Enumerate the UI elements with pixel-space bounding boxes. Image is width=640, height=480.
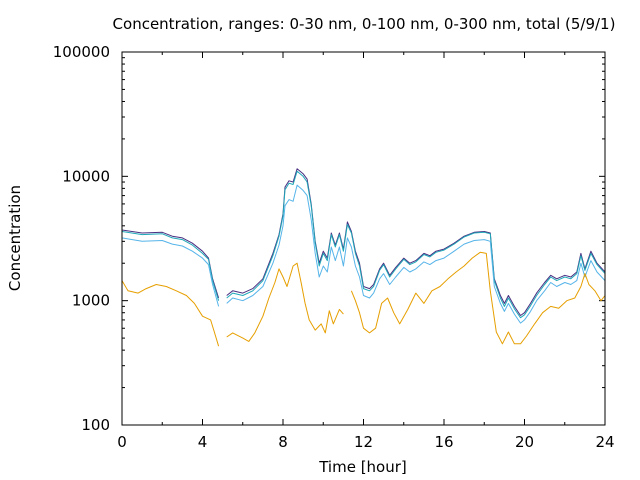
x-tick-label: 4: [198, 433, 208, 451]
y-tick-label: 1000: [72, 292, 110, 310]
series-line-3-segment-2: [350, 251, 606, 345]
x-tick-label: 24: [595, 433, 614, 451]
y-axis-label: Concentration: [6, 185, 24, 291]
x-tick-label: 20: [515, 433, 534, 451]
plot-frame: [121, 51, 606, 426]
series-line-2-segment-1: [226, 184, 606, 324]
series-line-1-segment-1: [226, 170, 606, 319]
y-tick-label: 100: [81, 416, 110, 434]
x-axis-label: Time [hour]: [318, 458, 407, 476]
chart-title: Concentration, ranges: 0-30 nm, 0-100 nm…: [113, 15, 616, 33]
y-tick-label: 10000: [62, 167, 110, 185]
series-group: [121, 168, 606, 347]
y-tick-label: 100000: [53, 43, 110, 61]
series-line-3-segment-0: [121, 280, 220, 347]
x-tick-label: 8: [278, 433, 288, 451]
series-line-1-segment-0: [121, 231, 220, 301]
x-tick-label: 16: [434, 433, 453, 451]
x-tick-label: 12: [354, 433, 373, 451]
x-tick-label: 0: [117, 433, 127, 451]
series-line-3-segment-1: [226, 262, 344, 342]
series-line-0-segment-1: [226, 168, 606, 316]
axis-ticks: 0 4 8 12 16 20 24 100 1000 10000 100000: [53, 43, 615, 451]
series-line-2-segment-0: [121, 237, 220, 307]
